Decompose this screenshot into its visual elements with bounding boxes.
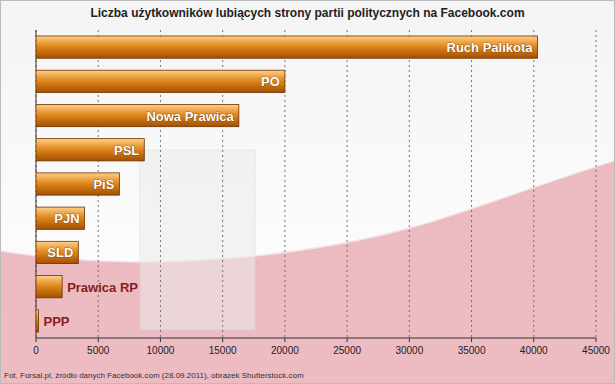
bar xyxy=(36,241,78,263)
category-label: PO xyxy=(261,74,280,89)
bar xyxy=(36,36,538,58)
tick-label: 30000 xyxy=(395,345,423,356)
category-label: Prawica RP xyxy=(67,280,138,295)
flag-red xyxy=(0,160,615,384)
tick-label: 15000 xyxy=(209,345,237,356)
tick-label: 10000 xyxy=(147,345,175,356)
chart-root: Liczba użytkowników lubiących strony par… xyxy=(0,0,615,384)
source: Fot. Forsal.pl, źródło danych Facebook.c… xyxy=(4,371,304,380)
tick-mark xyxy=(284,338,285,342)
grid xyxy=(36,30,596,338)
bar xyxy=(36,104,239,126)
x-axis xyxy=(36,338,596,339)
tick-label: 0 xyxy=(33,345,39,356)
tick-label: 35000 xyxy=(458,345,486,356)
bar xyxy=(36,207,85,229)
category-label: PPP xyxy=(43,314,69,329)
bar xyxy=(36,310,38,332)
category-label: Nowa Prawica xyxy=(146,109,234,124)
background xyxy=(0,0,615,384)
chart-svg: Liczba użytkowników lubiących strony par… xyxy=(0,0,615,384)
grid-line xyxy=(347,30,348,338)
grid-line xyxy=(409,30,410,338)
tick-label: 25000 xyxy=(333,345,361,356)
flag-edge xyxy=(0,160,615,261)
ballot-box xyxy=(140,150,255,330)
tick-label: 40000 xyxy=(520,345,548,356)
tick-mark xyxy=(596,338,597,342)
tick-mark xyxy=(98,338,99,342)
bar xyxy=(36,173,119,195)
bars xyxy=(36,36,538,332)
grid-line xyxy=(533,30,534,338)
category-label: PiS xyxy=(93,177,114,192)
tick-mark xyxy=(533,338,534,342)
tick-mark xyxy=(347,338,348,342)
tick-label: 45000 xyxy=(582,345,610,356)
grid-line xyxy=(596,30,597,338)
tick-label: 5000 xyxy=(87,345,110,356)
tick-mark xyxy=(36,338,37,342)
bar xyxy=(36,70,285,92)
bar xyxy=(36,276,62,298)
tick-mark xyxy=(471,338,472,342)
frame xyxy=(1,1,615,384)
bar-labels: Ruch Palikota PO Nowa Prawica PSL PiS PJN SLD P… xyxy=(43,40,533,329)
title: Liczba użytkowników lubiących strony par… xyxy=(90,6,524,20)
category-label: PSL xyxy=(114,143,139,158)
bar xyxy=(36,139,144,161)
tick-label: 20000 xyxy=(271,345,299,356)
category-label: Ruch Palikota xyxy=(447,40,534,55)
tick-mark xyxy=(222,338,223,342)
grid-line xyxy=(471,30,472,338)
category-label: SLD xyxy=(47,245,73,260)
tick-mark xyxy=(409,338,410,342)
category-label: PJN xyxy=(54,211,79,226)
tick-mark xyxy=(160,338,161,342)
